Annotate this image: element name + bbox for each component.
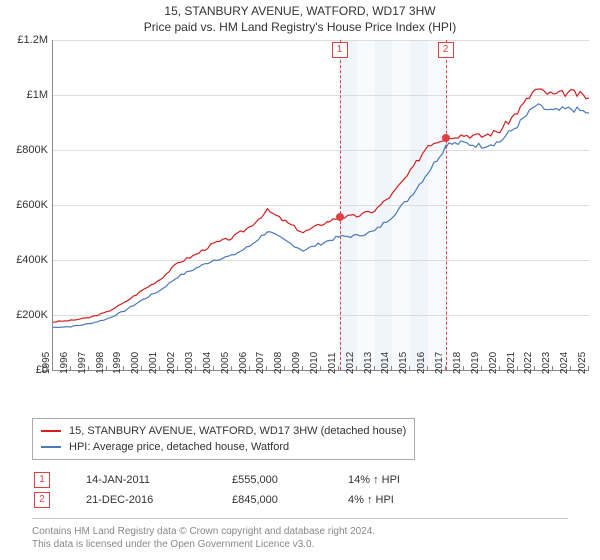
y-tick-label: £400K xyxy=(16,254,48,266)
legend: 15, STANBURY AVENUE, WATFORD, WD17 3HW (… xyxy=(32,418,415,460)
y-tick-label: £1.2M xyxy=(17,34,48,46)
sale-price: £845,000 xyxy=(232,494,312,506)
x-tick-label: 2011 xyxy=(327,352,338,374)
legend-row-2: HPI: Average price, detached house, Watf… xyxy=(41,439,406,455)
x-tick-label: 2021 xyxy=(505,352,516,374)
x-tick-label: 2004 xyxy=(202,352,213,374)
x-tick-label: 2022 xyxy=(523,352,534,374)
sale-row: 1 14-JAN-2011 £555,000 14% ↑ HPI xyxy=(34,472,568,488)
x-tick-label: 2005 xyxy=(220,352,231,374)
x-tick-label: 2009 xyxy=(291,352,302,374)
sale-badge: 2 xyxy=(34,492,50,508)
x-tick-label: 2007 xyxy=(255,352,266,374)
chart-container: 15, STANBURY AVENUE, WATFORD, WD17 3HW P… xyxy=(0,0,600,560)
sale-badge: 1 xyxy=(34,472,50,488)
x-tick-label: 2024 xyxy=(559,352,570,374)
x-tick-label: 2016 xyxy=(416,352,427,374)
x-tick-label: 2002 xyxy=(166,352,177,374)
y-tick-label: £600K xyxy=(16,199,48,211)
x-tick-label: 2015 xyxy=(398,352,409,374)
y-tick-label: £200K xyxy=(16,309,48,321)
x-tick-label: 2013 xyxy=(362,352,373,374)
sale-diff: 4% ↑ HPI xyxy=(348,494,438,506)
marker-badge: 1 xyxy=(332,42,348,58)
legend-label-series2: HPI: Average price, detached house, Watf… xyxy=(69,441,289,453)
sale-diff: 14% ↑ HPI xyxy=(348,474,438,486)
marker-dot xyxy=(336,213,344,221)
x-tick-label: 2023 xyxy=(541,352,552,374)
series-svg xyxy=(53,40,589,370)
chart: £0£200K£400K£600K£800K£1M£1.2M 12 199519… xyxy=(8,40,592,400)
x-tick-label: 2020 xyxy=(488,352,499,374)
x-tick-label: 1995 xyxy=(41,352,52,374)
credit: Contains HM Land Registry data © Crown c… xyxy=(32,518,568,551)
y-tick-label: £1M xyxy=(27,89,48,101)
x-tick-label: 2018 xyxy=(452,352,463,374)
x-tick-label: 2019 xyxy=(470,352,481,374)
x-tick-label: 2006 xyxy=(237,352,248,374)
legend-label-series1: 15, STANBURY AVENUE, WATFORD, WD17 3HW (… xyxy=(69,425,406,437)
sale-date: 14-JAN-2011 xyxy=(86,474,196,486)
x-tick-label: 2010 xyxy=(309,352,320,374)
credit-line-2: This data is licensed under the Open Gov… xyxy=(32,538,568,551)
y-tick-label: £800K xyxy=(16,144,48,156)
x-axis-labels: 1995199619971998199920002001200220032004… xyxy=(52,372,588,400)
title-subtitle: Price paid vs. HM Land Registry's House … xyxy=(0,20,600,34)
x-tick-label: 1996 xyxy=(59,352,70,374)
x-tick-label: 2017 xyxy=(434,352,445,374)
credit-line-1: Contains HM Land Registry data © Crown c… xyxy=(32,525,568,538)
legend-row-1: 15, STANBURY AVENUE, WATFORD, WD17 3HW (… xyxy=(41,423,406,439)
x-tick-label: 2008 xyxy=(273,352,284,374)
title-address: 15, STANBURY AVENUE, WATFORD, WD17 3HW xyxy=(0,4,600,18)
sale-date: 21-DEC-2016 xyxy=(86,494,196,506)
x-tick-label: 1999 xyxy=(112,352,123,374)
plot-area: 12 xyxy=(52,40,589,371)
legend-swatch-series1 xyxy=(41,430,61,432)
sales-list: 1 14-JAN-2011 £555,000 14% ↑ HPI 2 21-DEC-201… xyxy=(32,472,568,508)
sale-row: 2 21-DEC-2016 £845,000 4% ↑ HPI xyxy=(34,492,568,508)
x-tick-label: 2003 xyxy=(184,352,195,374)
x-tick-label: 2012 xyxy=(345,352,356,374)
marker-badge: 2 xyxy=(438,42,454,58)
x-tick-label: 2025 xyxy=(577,352,588,374)
sale-price: £555,000 xyxy=(232,474,312,486)
footer: 15, STANBURY AVENUE, WATFORD, WD17 3HW (… xyxy=(32,418,568,551)
x-tick-label: 2000 xyxy=(130,352,141,374)
marker-dot xyxy=(442,134,450,142)
x-tick-label: 2014 xyxy=(380,352,391,374)
x-tick-label: 1998 xyxy=(94,352,105,374)
legend-swatch-series2 xyxy=(41,446,61,448)
titles: 15, STANBURY AVENUE, WATFORD, WD17 3HW P… xyxy=(0,0,600,34)
x-tick-label: 1997 xyxy=(77,352,88,374)
x-tick-label: 2001 xyxy=(148,352,159,374)
y-axis-labels: £0£200K£400K£600K£800K£1M£1.2M xyxy=(8,40,50,370)
